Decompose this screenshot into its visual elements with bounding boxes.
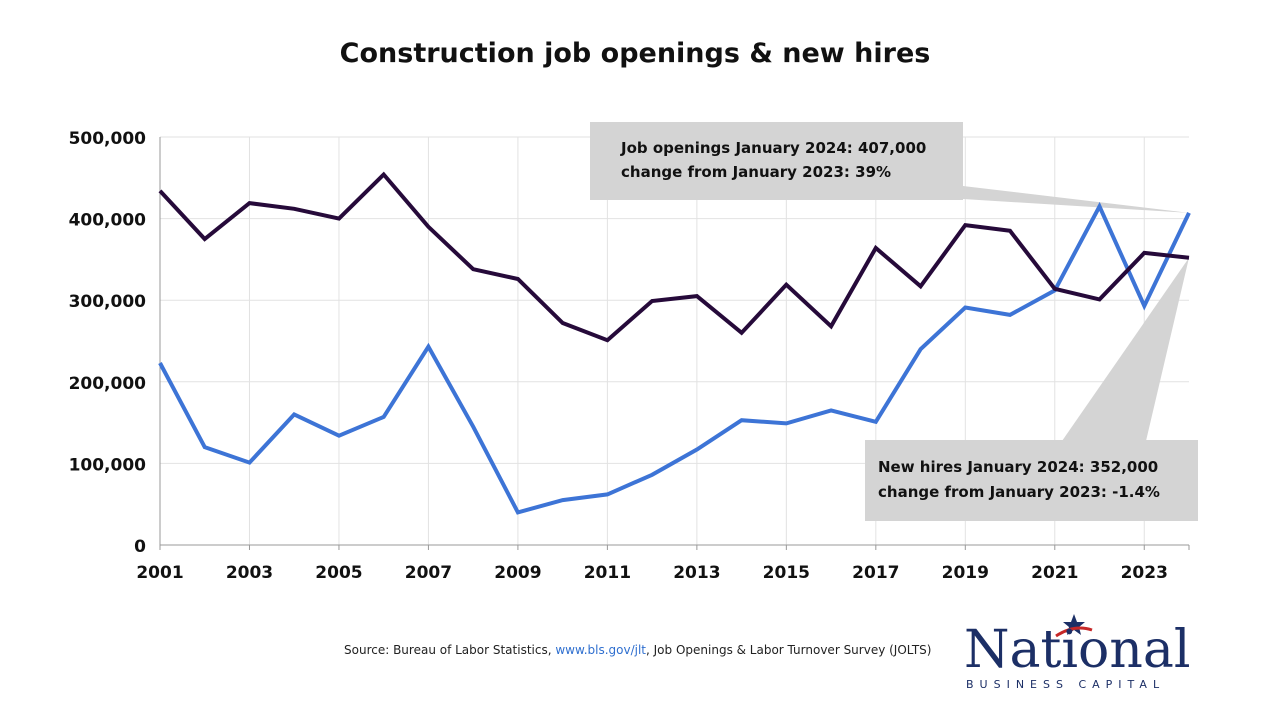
callout-box-bottom (865, 440, 1198, 521)
source-note: Source: Bureau of Labor Statistics, www.… (344, 643, 931, 657)
callout-top-line1: Job openings January 2024: 407,000 (620, 139, 926, 157)
x-tick-label: 2001 (136, 563, 183, 583)
star-icon (1055, 614, 1093, 638)
source-link[interactable]: www.bls.gov/jlt (555, 643, 647, 657)
source-suffix: , Job Openings & Labor Turnover Survey (… (646, 643, 932, 657)
y-tick-label: 300,000 (69, 292, 147, 312)
y-tick-label: 0 (134, 537, 146, 557)
y-tick-label: 200,000 (69, 374, 147, 394)
x-tick-label: 2005 (315, 563, 362, 583)
x-tick-label: 2023 (1121, 563, 1168, 583)
tick-labels: 0 100,000 200,000 300,000 400,000 500,000 2001… (69, 129, 1168, 583)
series-line-1 (158, 171, 1190, 343)
company-logo: National BUSINESS CAPITAL (958, 614, 1203, 696)
x-tick-label: 2013 (673, 563, 720, 583)
callout-pointer-bottom (1062, 257, 1189, 441)
logo-wordmark: National (964, 620, 1191, 680)
x-tick-label: 2021 (1031, 563, 1078, 583)
y-tick-label: 400,000 (69, 211, 147, 231)
axes (159, 137, 1190, 550)
x-tick-label: 2009 (494, 563, 541, 583)
x-tick-label: 2015 (763, 563, 810, 583)
series-lines (158, 171, 1191, 515)
callout-pointer-top (963, 186, 1189, 213)
callout-top-line2: change from January 2023: 39% (621, 163, 891, 181)
source-prefix: Source: Bureau of Labor Statistics, (344, 643, 556, 657)
callout-box-top (590, 122, 963, 200)
y-tick-label: 500,000 (69, 129, 147, 149)
callout-bottom-line1: New hires January 2024: 352,000 (878, 458, 1158, 476)
series-line-0 (158, 201, 1191, 515)
x-tick-label: 2003 (226, 563, 273, 583)
callout-bottom-line2: change from January 2023: -1.4% (878, 483, 1160, 501)
x-tick-label: 2017 (852, 563, 899, 583)
x-tick-label: 2007 (405, 563, 452, 583)
x-tick-label: 2011 (584, 563, 631, 583)
logo-tagline: BUSINESS CAPITAL (966, 678, 1166, 691)
callout-pointers (963, 186, 1189, 441)
y-tick-label: 100,000 (69, 455, 147, 475)
chart-title: Construction job openings & new hires (339, 38, 931, 69)
callouts: Job openings January 2024: 407,000 change… (590, 122, 1198, 521)
x-tick-label: 2019 (942, 563, 989, 583)
